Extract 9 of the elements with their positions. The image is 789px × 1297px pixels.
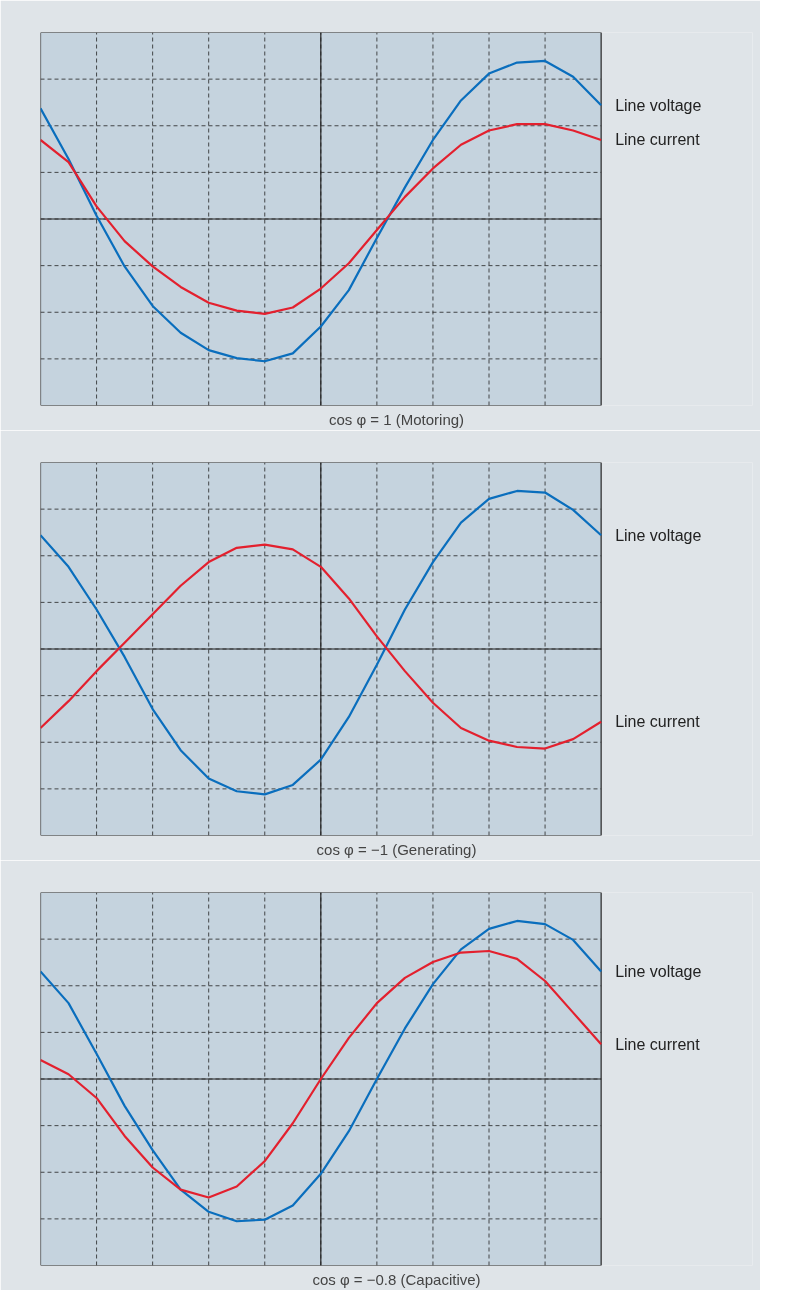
x-axis-title: cos φ = −1 (Generating) [316, 840, 477, 858]
x-axis-title: cos φ = −0.8 (Capacitive) [312, 1270, 481, 1288]
series-label: Line voltage [615, 963, 702, 981]
x-axis-title: cos φ = 1 (Motoring) [328, 410, 465, 428]
series-label: Line current [615, 713, 701, 731]
series-label: Line voltage [615, 526, 702, 544]
series-label: Line current [615, 1035, 701, 1053]
series-label: Line voltage [615, 96, 702, 114]
series-label: Line current [615, 131, 701, 149]
